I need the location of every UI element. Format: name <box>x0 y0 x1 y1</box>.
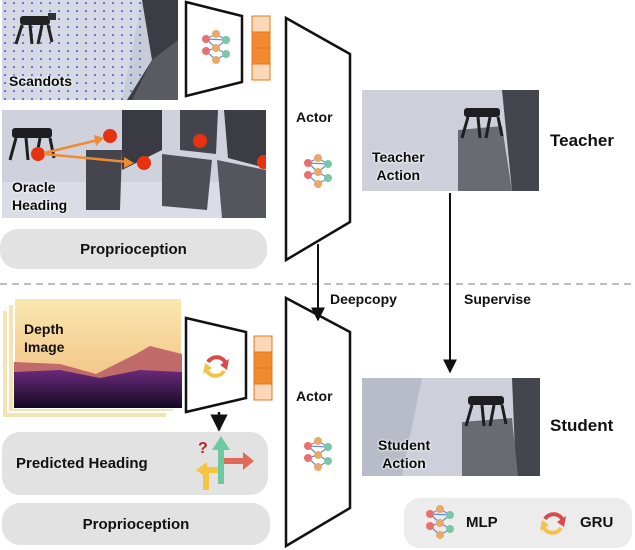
teacher-proprioception-label: Proprioception <box>80 240 187 258</box>
legend-gru-label: GRU <box>580 514 614 531</box>
oracle-heading-image <box>2 110 266 218</box>
teacher-actor-label: Actor <box>296 109 333 125</box>
deepcopy-label: Deepcopy <box>330 291 397 307</box>
waypoint-dot <box>103 129 117 143</box>
depth-image <box>1 297 183 419</box>
heading-question-mark: ? <box>198 440 208 457</box>
teacher-action-panel: Teacher Action <box>362 90 539 191</box>
student-action-label: Student Action <box>378 437 431 471</box>
student-proprioception-pill: Proprioception <box>2 503 270 545</box>
predicted-heading-label: Predicted Heading <box>16 455 148 472</box>
student-latent-vector <box>253 335 273 401</box>
waypoint-dot <box>257 155 266 169</box>
scandots-panel: Scandots <box>2 0 178 100</box>
teacher-row-label: Teacher <box>550 131 614 150</box>
teacher-latent-vector <box>251 15 271 81</box>
depth-image-stack: Depth Image <box>0 296 185 420</box>
teacher-action-label: Teacher Action <box>372 149 425 183</box>
student-action-panel: Student Action <box>362 378 540 476</box>
waypoint-dot <box>31 147 45 161</box>
oracle-heading-panel: Oracle Heading <box>2 110 266 218</box>
waypoint-dot <box>193 134 207 148</box>
depth-image-label: Depth Image <box>24 321 65 355</box>
student-encoder <box>184 316 248 414</box>
scandots-label: Scandots <box>9 73 73 89</box>
student-actor-block <box>284 295 352 549</box>
student-proprioception-label: Proprioception <box>82 515 190 533</box>
student-row-label: Student <box>550 416 614 435</box>
supervise-label: Supervise <box>464 291 531 307</box>
teacher-proprioception-pill: Proprioception <box>0 229 267 269</box>
student-actor-label: Actor <box>296 388 333 404</box>
student-action-image <box>362 378 540 476</box>
scandots-image <box>2 0 178 100</box>
teacher-action-image <box>362 90 539 191</box>
legend-mlp-label: MLP <box>466 514 498 531</box>
waypoint-dot <box>137 156 151 170</box>
oracle-heading-label: Oracle Heading <box>12 179 68 213</box>
teacher-actor-block <box>284 15 352 263</box>
